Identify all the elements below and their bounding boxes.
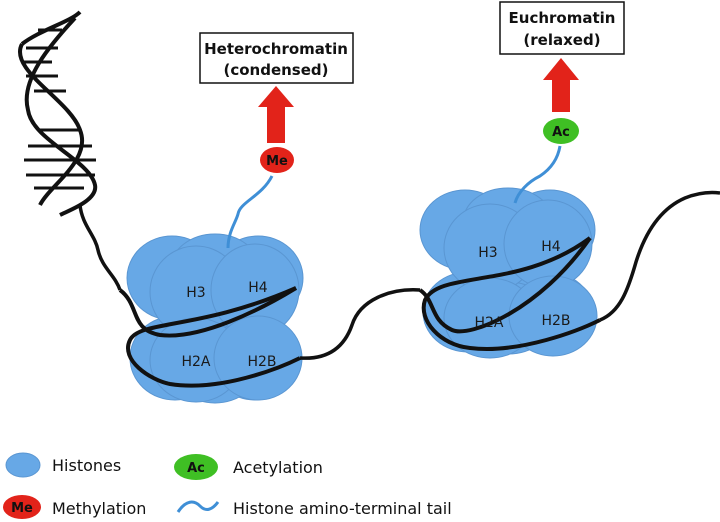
euchromatin-box: Euchromatin (relaxed) <box>500 2 624 54</box>
legend: Histones Ac Acetylation Me Methylation H… <box>3 453 452 519</box>
arrow-up-icon <box>258 86 294 143</box>
histone-label-h2b-right: H2B <box>541 313 570 329</box>
legend-item-methylation: Me Methylation <box>3 495 146 519</box>
legend-label-histones: Histones <box>52 456 121 475</box>
histone-swatch-icon <box>6 453 40 477</box>
legend-label-methylation: Methylation <box>52 499 146 518</box>
histone-label-h2a-left: H2A <box>181 354 210 370</box>
histone-label-h2a-right: H2A <box>474 315 503 331</box>
histone-label-h4-left: H4 <box>248 280 268 296</box>
legend-acetyl-badge: Ac <box>187 461 205 476</box>
legend-methyl-badge: Me <box>11 501 33 516</box>
histone-label-h2b-left: H2B <box>247 354 276 370</box>
methylation-mark: Me <box>260 147 294 173</box>
svg-text:Me: Me <box>266 154 288 169</box>
acetylation-mark: Ac <box>543 118 579 144</box>
dna-double-helix <box>20 12 96 215</box>
histone-label-h4-right: H4 <box>541 239 561 255</box>
legend-label-tail: Histone amino-terminal tail <box>233 499 452 518</box>
svg-text:(condensed): (condensed) <box>223 61 328 79</box>
histone-label-h3-right: H3 <box>478 245 497 261</box>
legend-label-acetylation: Acetylation <box>233 458 323 477</box>
dna-linker-left <box>80 205 120 290</box>
legend-item-acetylation: Ac Acetylation <box>174 454 323 480</box>
svg-text:Heterochromatin: Heterochromatin <box>204 40 348 58</box>
nucleosome-left: H3 H4 H2A H2B <box>120 234 303 403</box>
nucleosome-right: H3 H4 H2A H2B <box>420 188 600 358</box>
tail-swatch-icon <box>178 502 218 512</box>
svg-text:Ac: Ac <box>552 125 570 140</box>
dna-linker-middle <box>300 290 420 358</box>
dna-linker-right <box>600 193 720 320</box>
histone-label-h3-left: H3 <box>186 285 205 301</box>
arrow-up-icon <box>543 58 579 112</box>
svg-text:(relaxed): (relaxed) <box>523 31 600 49</box>
legend-item-histones: Histones <box>6 453 121 477</box>
heterochromatin-box: Heterochromatin (condensed) <box>200 33 353 83</box>
svg-text:Euchromatin: Euchromatin <box>509 9 616 27</box>
legend-item-tail: Histone amino-terminal tail <box>178 499 452 518</box>
